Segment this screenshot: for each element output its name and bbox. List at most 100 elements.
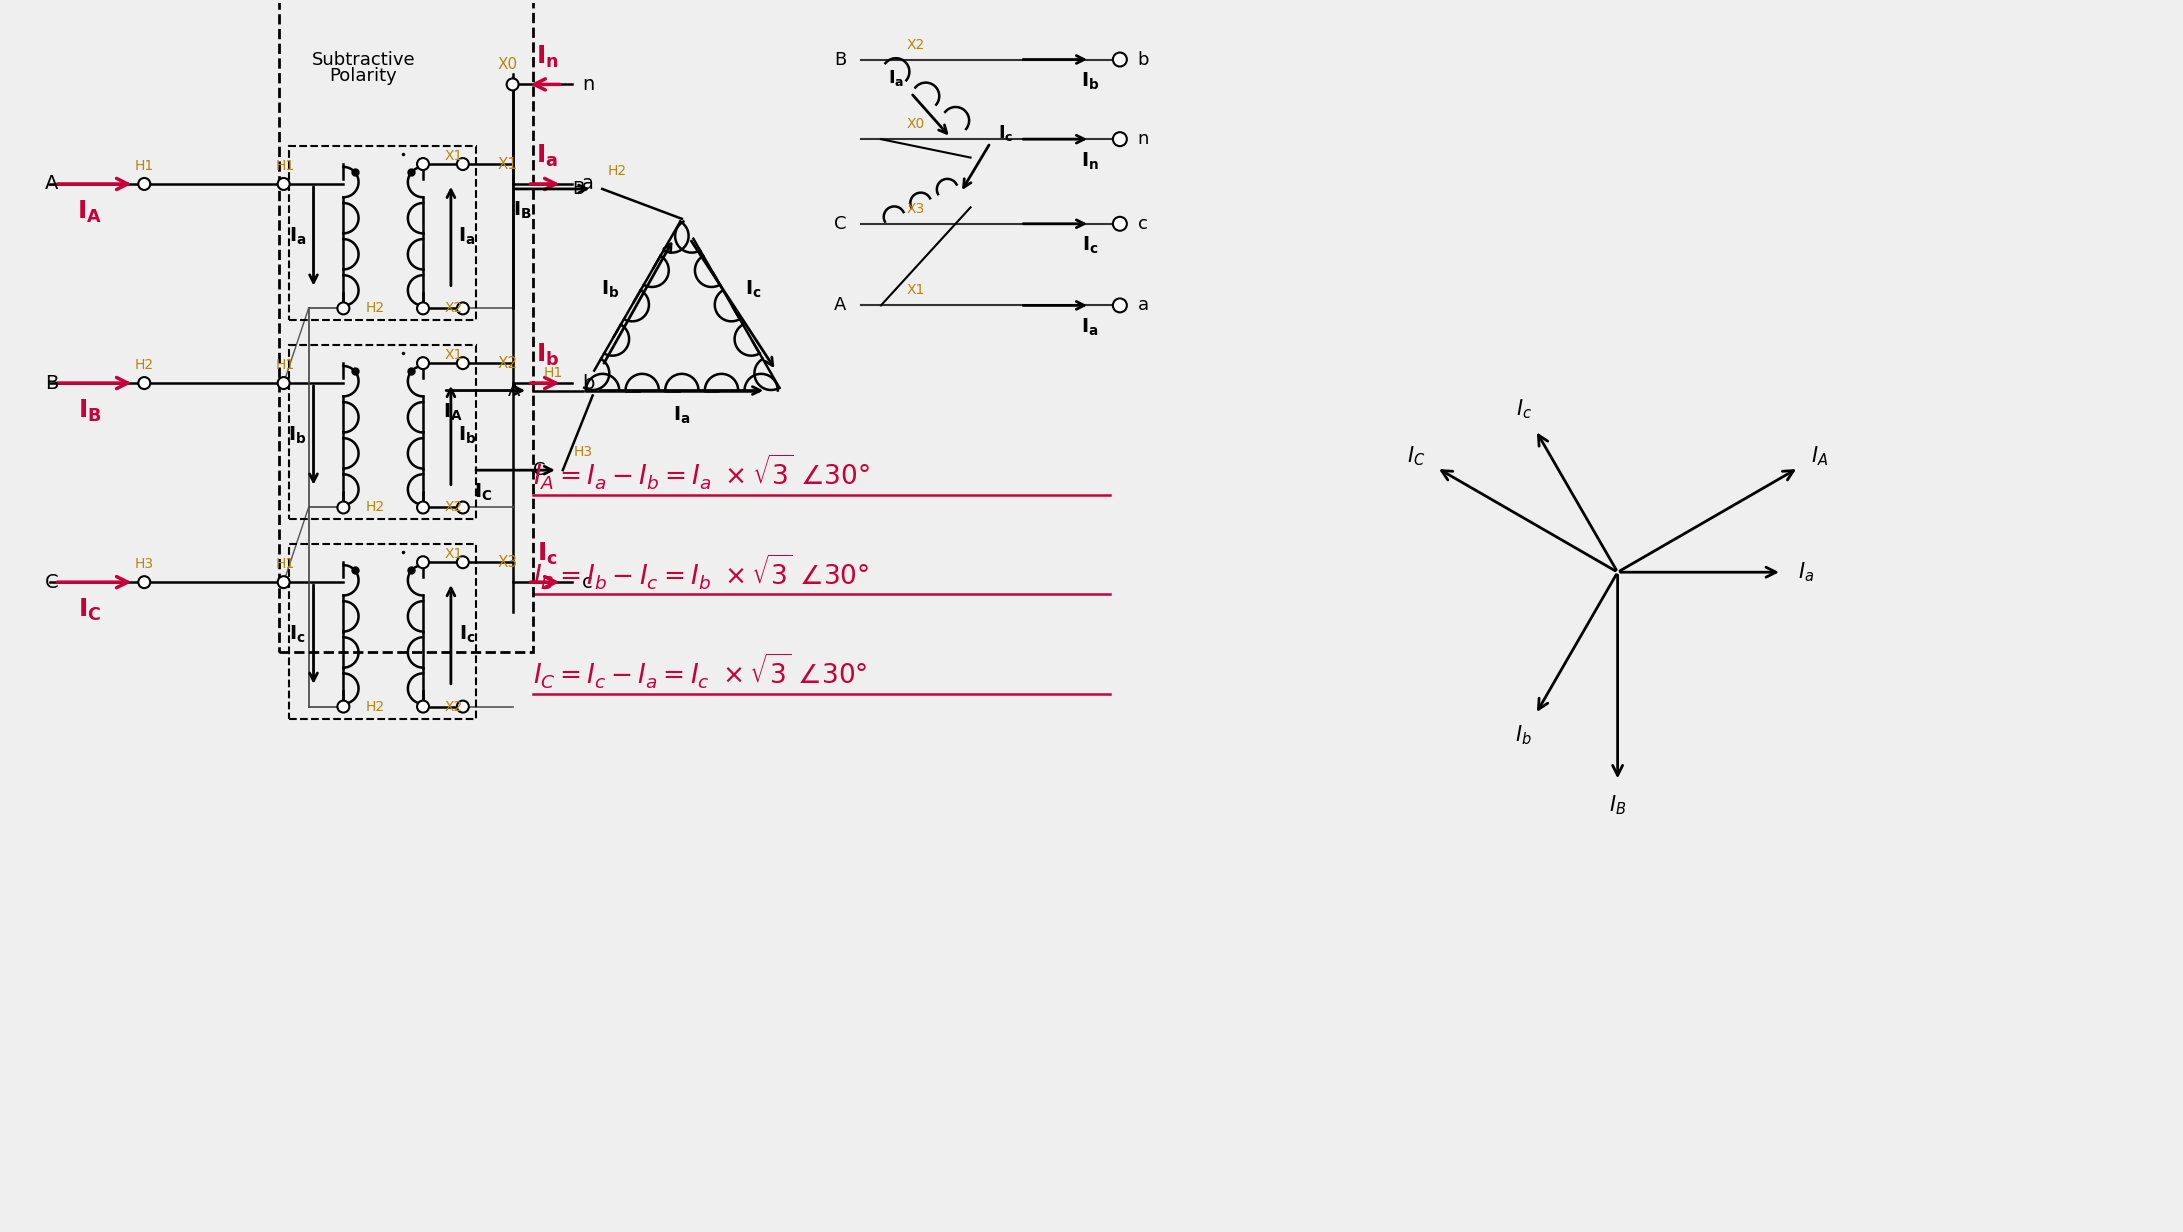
Text: $\mathbf{I_b}$: $\mathbf{I_b}$: [600, 280, 620, 301]
Text: $\mathbf{I_c}$: $\mathbf{I_c}$: [290, 623, 306, 646]
Text: $I_c$: $I_c$: [1515, 398, 1532, 421]
Text: B: B: [572, 180, 585, 198]
Text: H1: H1: [135, 159, 155, 172]
Circle shape: [417, 158, 430, 170]
Circle shape: [277, 577, 290, 588]
Text: A: A: [44, 175, 59, 193]
Circle shape: [338, 701, 349, 712]
Text: $\mathbf{I_c}$: $\mathbf{I_c}$: [537, 541, 559, 568]
Text: $\mathbf{I_A}$: $\mathbf{I_A}$: [76, 198, 103, 225]
Text: X2: X2: [445, 500, 463, 515]
Text: $\mathbf{I_b}$: $\mathbf{I_b}$: [535, 342, 559, 368]
Text: H2: H2: [607, 164, 627, 177]
Text: $\mathbf{I_c}$: $\mathbf{I_c}$: [1083, 235, 1098, 256]
Text: X2: X2: [445, 700, 463, 713]
Circle shape: [456, 357, 469, 370]
Text: n: n: [583, 75, 594, 94]
Text: n: n: [1137, 131, 1148, 148]
Text: C: C: [834, 214, 847, 233]
Circle shape: [456, 302, 469, 314]
Text: C: C: [533, 461, 546, 479]
Text: X0: X0: [906, 117, 926, 132]
Text: H1: H1: [544, 366, 563, 379]
Circle shape: [506, 79, 520, 90]
Text: C: C: [44, 573, 59, 591]
Circle shape: [277, 377, 290, 389]
Text: X1: X1: [445, 149, 463, 163]
Circle shape: [417, 557, 430, 568]
Text: c: c: [1137, 214, 1148, 233]
Text: H2: H2: [365, 700, 384, 713]
Text: $I_A = I_a - I_b = I_a\ \times\sqrt{3}\ \angle 30°$: $I_A = I_a - I_b = I_a\ \times\sqrt{3}\ …: [533, 453, 869, 493]
Text: $\mathbf{I_B}$: $\mathbf{I_B}$: [79, 398, 100, 424]
Text: $I_a$: $I_a$: [1797, 561, 1814, 584]
Text: $\mathbf{I_a}$: $\mathbf{I_a}$: [537, 143, 559, 169]
Circle shape: [1113, 298, 1126, 313]
Text: $\mathbf{I_c}$: $\mathbf{I_c}$: [458, 623, 476, 646]
Text: $\mathbf{I_a}$: $\mathbf{I_a}$: [672, 405, 690, 426]
Circle shape: [338, 302, 349, 314]
Text: b: b: [1137, 51, 1148, 69]
Circle shape: [138, 377, 151, 389]
Text: $I_C$: $I_C$: [1406, 444, 1425, 467]
Text: H1: H1: [275, 557, 295, 572]
Text: H2: H2: [365, 500, 384, 515]
Circle shape: [417, 501, 430, 514]
Circle shape: [138, 577, 151, 588]
Text: X0: X0: [498, 57, 517, 71]
Text: c: c: [583, 573, 594, 591]
Text: $\mathbf{I_b}$: $\mathbf{I_b}$: [1081, 70, 1100, 92]
Text: $I_B = I_b - I_c = I_b\ \times\sqrt{3}\ \angle 30°$: $I_B = I_b - I_c = I_b\ \times\sqrt{3}\ …: [533, 553, 869, 591]
Text: $\mathbf{I_b}$: $\mathbf{I_b}$: [288, 425, 308, 446]
Text: $\mathbf{I_a}$: $\mathbf{I_a}$: [458, 225, 476, 246]
Text: $I_b$: $I_b$: [1515, 723, 1532, 747]
Text: H2: H2: [365, 302, 384, 315]
Circle shape: [1113, 217, 1126, 230]
Text: $I_C = I_c - I_a = I_c\ \times\sqrt{3}\ \angle 30°$: $I_C = I_c - I_a = I_c\ \times\sqrt{3}\ …: [533, 652, 867, 691]
Text: B: B: [44, 373, 59, 393]
Text: X2: X2: [906, 38, 926, 52]
Text: a: a: [583, 175, 594, 193]
Text: $\mathbf{I_a}$: $\mathbf{I_a}$: [1081, 317, 1098, 338]
Text: $\mathbf{I_b}$: $\mathbf{I_b}$: [458, 425, 476, 446]
Text: X1: X1: [445, 349, 463, 362]
Circle shape: [417, 701, 430, 712]
Text: $I_B$: $I_B$: [1609, 793, 1626, 817]
Text: b: b: [583, 373, 594, 393]
Text: X2: X2: [445, 302, 463, 315]
Text: $\mathbf{I_B}$: $\mathbf{I_B}$: [513, 200, 533, 222]
Circle shape: [456, 701, 469, 712]
Text: Subtractive: Subtractive: [312, 51, 415, 69]
Circle shape: [417, 357, 430, 370]
Text: X2: X2: [498, 356, 517, 371]
Text: $\mathbf{I_c}$: $\mathbf{I_c}$: [998, 123, 1013, 143]
Text: X3: X3: [498, 554, 517, 569]
Text: $\mathbf{I_n}$: $\mathbf{I_n}$: [1081, 150, 1098, 171]
Circle shape: [456, 557, 469, 568]
Text: $\mathbf{I_c}$: $\mathbf{I_c}$: [744, 280, 762, 301]
Circle shape: [138, 177, 151, 190]
Circle shape: [456, 501, 469, 514]
Text: $\mathbf{I_a}$: $\mathbf{I_a}$: [288, 225, 306, 246]
Circle shape: [1113, 132, 1126, 147]
Text: X3: X3: [906, 202, 926, 216]
Text: H3: H3: [135, 557, 153, 572]
Text: $\mathbf{I_C}$: $\mathbf{I_C}$: [79, 598, 100, 623]
Text: A: A: [509, 382, 520, 399]
Text: $\mathbf{I_n}$: $\mathbf{I_n}$: [537, 43, 559, 70]
Text: H1: H1: [275, 359, 295, 372]
Text: $\mathbf{I_C}$: $\mathbf{I_C}$: [474, 482, 493, 503]
Circle shape: [338, 501, 349, 514]
Circle shape: [1113, 53, 1126, 67]
Circle shape: [456, 158, 469, 170]
Text: $\mathbf{I_a}$: $\mathbf{I_a}$: [888, 68, 904, 87]
Circle shape: [277, 177, 290, 190]
Text: $\mathbf{I_A}$: $\mathbf{I_A}$: [443, 402, 463, 423]
Text: A: A: [834, 297, 847, 314]
Text: Polarity: Polarity: [330, 68, 397, 85]
Text: $I_A$: $I_A$: [1810, 444, 1827, 467]
Text: H2: H2: [135, 359, 153, 372]
Text: H3: H3: [574, 445, 592, 460]
Text: H1: H1: [275, 159, 295, 172]
Text: B: B: [834, 51, 847, 69]
